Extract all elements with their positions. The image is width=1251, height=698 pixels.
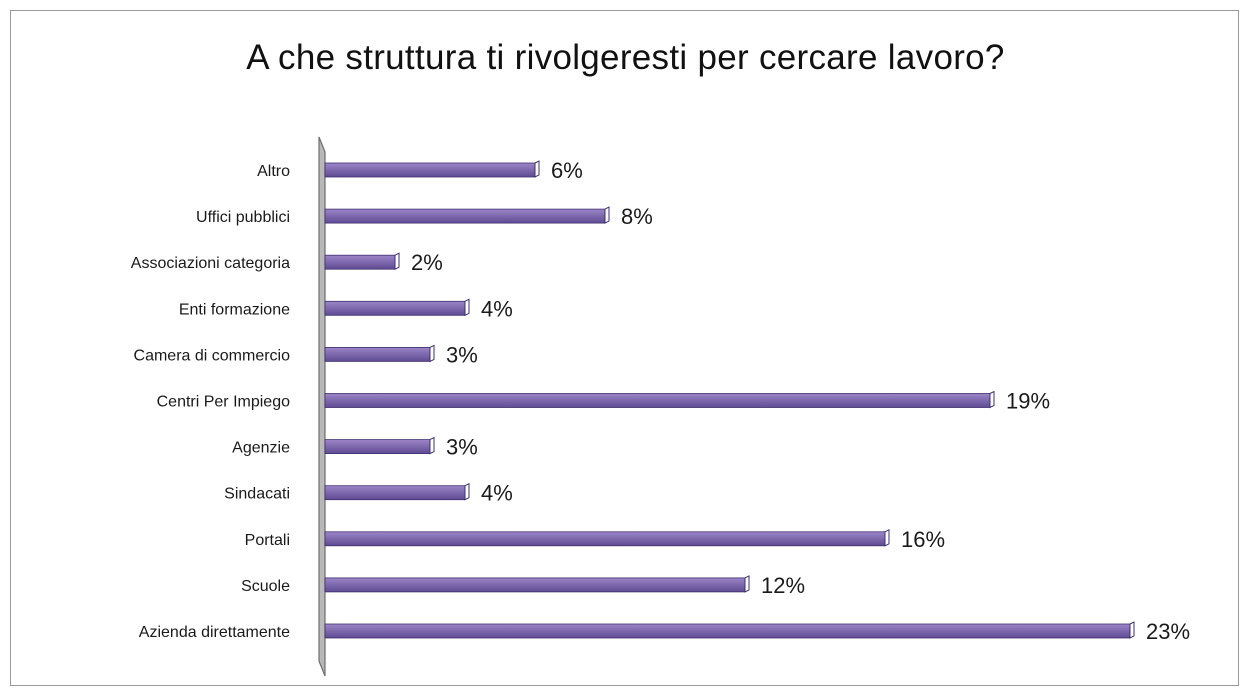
value-label: 8% <box>621 204 653 229</box>
value-label: 6% <box>551 158 583 183</box>
chart-frame <box>10 10 1239 686</box>
category-label: Enti formazione <box>179 301 290 318</box>
data-labels: 6%8%2%4%3%19%3%4%16%12%23% <box>411 158 1190 644</box>
bar <box>324 252 400 271</box>
category-label: Azienda direttamente <box>139 624 290 641</box>
category-label: Scuole <box>241 578 290 595</box>
bar <box>324 344 435 363</box>
bar-series <box>324 160 1135 639</box>
value-label: 4% <box>481 481 513 506</box>
value-label: 2% <box>411 250 443 275</box>
value-label: 12% <box>761 573 805 598</box>
category-label: Associazioni categoria <box>131 255 290 272</box>
bar <box>324 528 890 547</box>
category-axis-wall <box>318 136 326 677</box>
bar <box>324 482 470 501</box>
category-label: Sindacati <box>224 486 290 503</box>
bar <box>324 160 540 178</box>
category-label: Agenzie <box>232 440 290 457</box>
category-label: Portali <box>245 532 290 549</box>
bar <box>324 206 610 224</box>
value-label: 3% <box>446 435 478 460</box>
value-label: 23% <box>1146 619 1190 644</box>
value-label: 19% <box>1006 389 1050 414</box>
category-axis-labels: Altro Uffici pubblici Associazioni categor… <box>131 163 290 641</box>
category-label: Uffici pubblici <box>196 209 290 226</box>
bar <box>324 575 750 593</box>
category-label: Altro <box>257 163 290 180</box>
value-label: 3% <box>446 342 478 367</box>
chart-title: A che struttura ti rivolgeresti per cerc… <box>246 38 1005 77</box>
bar <box>324 621 1135 639</box>
bar <box>324 436 435 455</box>
bar <box>324 298 470 317</box>
value-label: 4% <box>481 296 513 321</box>
category-label: Camera di commercio <box>134 347 291 364</box>
category-label: Centri Per Impiego <box>157 394 290 411</box>
value-label: 16% <box>901 527 945 552</box>
bar <box>324 390 995 409</box>
